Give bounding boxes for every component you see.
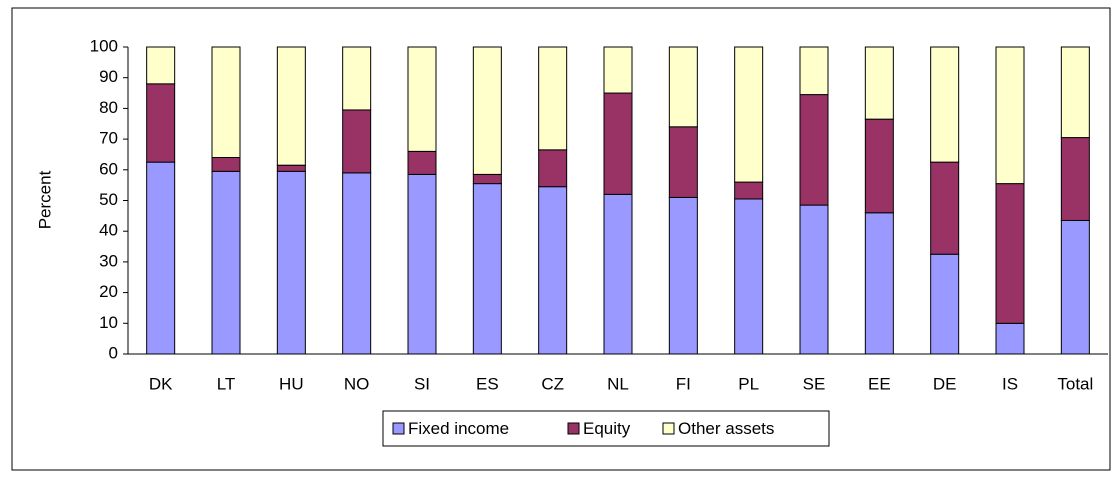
bar-segment — [538, 149, 568, 188]
bar-segment — [799, 46, 829, 96]
bar-segment — [146, 161, 176, 355]
x-tick-label: LT — [217, 374, 236, 393]
bar-segment — [864, 118, 894, 214]
x-tick-label: PL — [738, 374, 759, 393]
x-tick-label: Total — [1057, 374, 1093, 393]
bar-segment — [864, 212, 894, 355]
bar-segment — [538, 46, 568, 151]
bar-segment — [864, 46, 894, 120]
bar-segment — [211, 170, 241, 355]
bar-segment — [276, 46, 306, 166]
bar-segment — [734, 181, 764, 200]
bar-segment — [668, 196, 698, 355]
y-tick-label: 20 — [99, 282, 118, 301]
x-tick-label: NO — [344, 374, 370, 393]
bar-segment — [668, 126, 698, 198]
x-tick-label: FI — [676, 374, 691, 393]
bar-segment — [407, 46, 437, 152]
bar-segment — [342, 46, 372, 111]
y-tick-label: 40 — [99, 221, 118, 240]
y-tick-label: 60 — [99, 159, 118, 178]
bar-segment — [1060, 219, 1090, 355]
y-axis-label: Percent — [35, 170, 54, 229]
y-tick-label: 70 — [99, 129, 118, 148]
bar-segment — [472, 173, 502, 185]
x-tick-label: SI — [414, 374, 430, 393]
y-tick-label: 90 — [99, 67, 118, 86]
bar-segment — [146, 46, 176, 85]
bar-segment — [734, 198, 764, 355]
y-tick-label: 10 — [99, 313, 118, 332]
bar-segment — [211, 157, 241, 172]
bar-segment — [1060, 46, 1090, 139]
y-tick-label: 0 — [109, 343, 118, 362]
bar-segment — [995, 46, 1025, 185]
bar-segment — [342, 172, 372, 355]
bar-segment — [995, 322, 1025, 355]
bar-segment — [276, 170, 306, 355]
bar-segment — [538, 186, 568, 355]
legend-swatch — [662, 422, 675, 435]
legend-swatch — [567, 422, 580, 435]
bar-segment — [146, 83, 176, 163]
x-tick-label: IS — [1002, 374, 1018, 393]
legend-label: Fixed income — [408, 419, 509, 438]
x-tick-label: DK — [149, 374, 173, 393]
bar-segment — [472, 183, 502, 355]
y-tick-label: 80 — [99, 98, 118, 117]
bar-segment — [603, 193, 633, 355]
legend-label: Other assets — [678, 419, 774, 438]
bar-segment — [930, 161, 960, 255]
legend-swatch — [392, 422, 405, 435]
bar-segment — [407, 173, 437, 355]
bar-segment — [930, 253, 960, 355]
bar-segment — [1060, 137, 1090, 221]
bar-segment — [276, 164, 306, 172]
bar-segment — [995, 183, 1025, 324]
x-tick-label: DE — [933, 374, 957, 393]
legend-label: Equity — [583, 419, 631, 438]
x-tick-label: ES — [476, 374, 499, 393]
x-tick-label: HU — [279, 374, 304, 393]
bar-segment — [407, 150, 437, 175]
bar-segment — [603, 46, 633, 94]
y-tick-label: 50 — [99, 190, 118, 209]
x-tick-label: CZ — [541, 374, 564, 393]
bar-segment — [668, 46, 698, 128]
bar-segment — [603, 92, 633, 195]
bar-segment — [211, 46, 241, 159]
y-tick-label: 100 — [90, 36, 118, 55]
bar-segment — [799, 94, 829, 206]
bar-segment — [342, 109, 372, 174]
y-tick-label: 30 — [99, 251, 118, 270]
x-tick-label: EE — [868, 374, 891, 393]
x-tick-label: SE — [803, 374, 826, 393]
x-tick-label: NL — [607, 374, 629, 393]
bar-segment — [734, 46, 764, 183]
legend-box — [382, 410, 830, 447]
bar-segment — [799, 204, 829, 355]
bar-segment — [930, 46, 960, 163]
bar-segment — [472, 46, 502, 175]
